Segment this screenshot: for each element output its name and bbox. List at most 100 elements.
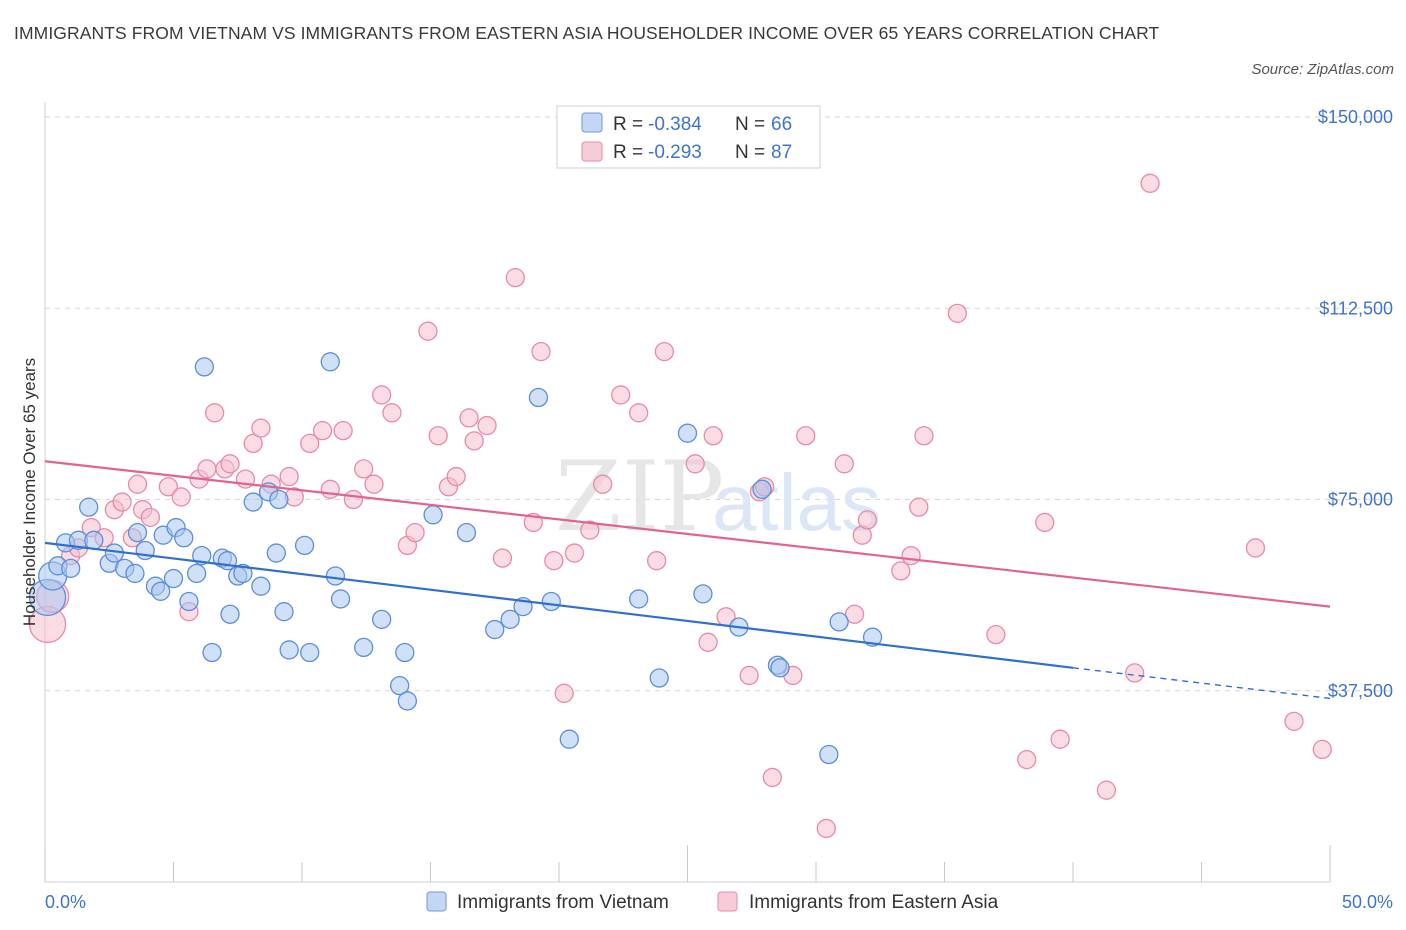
legend-r-value-1: -0.384 [648, 114, 702, 135]
data-point-vietnam [528, 387, 549, 408]
data-point-vietnam [397, 691, 418, 711]
data-point-eastern-asia [564, 543, 585, 563]
data-point-eastern-asia [554, 683, 574, 703]
data-point-vietnam [819, 744, 839, 765]
data-point-vietnam [243, 492, 263, 512]
data-point-eastern-asia [909, 497, 929, 517]
data-point-eastern-asia [739, 665, 759, 686]
data-point-vietnam [541, 591, 561, 612]
x-tick-label-min: 0.0% [45, 892, 86, 912]
data-point-vietnam [61, 558, 81, 578]
data-point-eastern-asia [372, 385, 392, 405]
data-point-eastern-asia [1284, 711, 1304, 731]
data-point-eastern-asia [382, 403, 402, 423]
data-point-vietnam [202, 642, 222, 663]
legend-n-value-2: 87 [771, 142, 792, 163]
data-point-eastern-asia [947, 303, 967, 324]
trendline-vietnam [44, 541, 1074, 669]
data-point-eastern-asia [703, 426, 723, 446]
data-point-eastern-asia [685, 454, 705, 474]
data-point-eastern-asia [197, 459, 217, 479]
legend-n-value-1: 66 [771, 114, 792, 135]
data-point-eastern-asia [220, 454, 240, 474]
data-point-vietnam [752, 479, 772, 499]
data-point-eastern-asia [251, 418, 271, 438]
data-point-eastern-asia [986, 625, 1006, 645]
data-point-eastern-asia [343, 489, 364, 510]
data-point-vietnam [456, 523, 477, 543]
data-point-eastern-asia [140, 507, 161, 527]
data-point-eastern-asia [243, 433, 263, 454]
legend-n-label-1: N = [735, 114, 765, 135]
data-point-vietnam [862, 627, 883, 647]
x-tick-label-max: 50.0% [1342, 892, 1393, 912]
trendline-eastern-asia [44, 460, 1331, 608]
data-point-vietnam [325, 566, 346, 586]
data-point-vietnam [485, 619, 505, 640]
data-point-vietnam [84, 530, 104, 550]
data-point-vietnam [279, 640, 299, 660]
data-point-vietnam [693, 584, 713, 604]
chart-title: IMMIGRANTS FROM VIETNAM VS IMMIGRANTS FR… [14, 23, 1160, 43]
data-point-eastern-asia [647, 551, 667, 571]
y-tick-label: $37,500 [1328, 681, 1393, 701]
data-point-vietnam [500, 609, 520, 629]
data-point-eastern-asia [1017, 749, 1037, 770]
data-point-eastern-asia [112, 492, 132, 512]
data-point-eastern-asia [914, 426, 934, 446]
data-point-eastern-asia [544, 551, 564, 571]
data-point-eastern-asia [446, 466, 466, 487]
data-point-vietnam [150, 581, 171, 601]
data-point-eastern-asia [492, 548, 513, 568]
data-point-eastern-asia [844, 604, 865, 624]
data-point-eastern-asia [1050, 729, 1070, 749]
y-tick-label: $75,000 [1328, 490, 1393, 510]
data-point-eastern-asia [1245, 538, 1266, 558]
data-point-vietnam [233, 563, 253, 584]
legend-n-label-2: N = [735, 142, 765, 163]
data-point-vietnam [770, 658, 790, 678]
series-eastern-asia-points [28, 173, 1332, 839]
data-point-vietnam [390, 676, 410, 696]
data-point-vietnam [125, 563, 145, 584]
data-point-eastern-asia [505, 267, 525, 288]
data-point-vietnam [294, 535, 315, 556]
data-point-vietnam [649, 668, 669, 688]
data-point-eastern-asia [279, 466, 299, 487]
data-point-vietnam [629, 589, 649, 609]
data-point-eastern-asia [1140, 173, 1160, 193]
data-point-eastern-asia [629, 403, 649, 423]
data-point-eastern-asia [531, 341, 551, 362]
legend-swatch-vietnam [581, 112, 603, 133]
data-point-eastern-asia [127, 474, 148, 494]
data-point-vietnam [217, 551, 238, 571]
data-point-eastern-asia [354, 459, 374, 479]
watermark-atlas: atlas [712, 458, 881, 547]
data-point-eastern-asia [171, 487, 191, 507]
data-point-eastern-asia [611, 385, 631, 405]
data-point-eastern-asia [312, 420, 333, 441]
legend-r-label-2: R = [613, 142, 643, 163]
data-point-vietnam [395, 642, 415, 663]
source-label: Source: ZipAtlas.com [1251, 61, 1394, 78]
data-point-eastern-asia [320, 479, 340, 499]
data-point-eastern-asia [901, 545, 921, 566]
y-tick-label: $150,000 [1318, 107, 1393, 127]
bottom-legend-swatch-vietnam [426, 891, 447, 912]
data-point-vietnam [266, 543, 286, 563]
data-point-eastern-asia [698, 632, 718, 652]
data-point-eastern-asia [364, 474, 384, 494]
data-point-eastern-asia [1125, 663, 1145, 683]
data-point-vietnam [423, 505, 443, 525]
data-point-eastern-asia [580, 520, 600, 540]
data-point-eastern-asia [418, 321, 438, 341]
data-point-vietnam [174, 528, 194, 548]
grid [45, 116, 1393, 692]
y-axis-label: Householder Income Over 65 years [20, 358, 39, 626]
data-point-vietnam [300, 642, 320, 663]
data-point-vietnam [194, 357, 214, 377]
data-point-vietnam [163, 568, 184, 589]
data-point-vietnam [269, 489, 289, 510]
data-point-eastern-asia [464, 431, 484, 451]
